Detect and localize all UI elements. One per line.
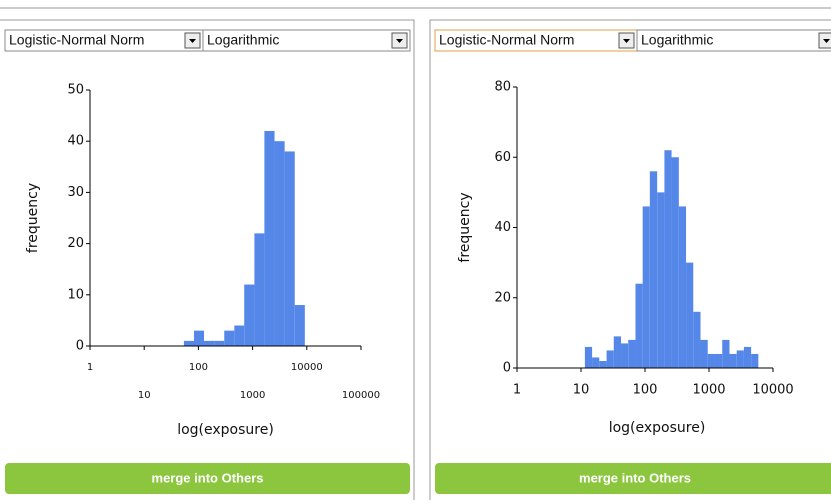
dropdown-value: Logistic-Normal Norm — [439, 32, 574, 48]
histogram-bar — [700, 339, 708, 368]
x-tick-label: 1 — [87, 362, 93, 373]
x-tick-label: 10 — [138, 390, 151, 401]
dropdown-arrow — [396, 39, 403, 43]
dropdown[interactable] — [202, 29, 411, 52]
histogram-bar — [707, 353, 715, 368]
histogram-bar — [194, 330, 205, 346]
histogram-bar — [224, 330, 235, 346]
y-tick-label: 0 — [76, 339, 84, 354]
dropdown-arrow — [623, 39, 630, 43]
merge-button[interactable] — [435, 463, 831, 494]
histogram-bar — [722, 339, 730, 368]
histogram-bar — [244, 284, 255, 346]
y-tick-label: 40 — [67, 134, 84, 149]
histogram-bar — [628, 339, 636, 368]
histogram-bar — [592, 357, 600, 368]
histogram-bar — [606, 350, 614, 368]
y-tick-label: 80 — [494, 80, 511, 95]
histogram-bar — [714, 353, 723, 368]
y-tick-label: 60 — [494, 150, 511, 165]
x-axis-title: log(exposure) — [177, 422, 274, 438]
dropdown-value: Logarithmic — [641, 32, 713, 48]
dropdown-value: Logarithmic — [207, 32, 279, 48]
histogram-bar — [678, 206, 687, 368]
merge-button-label: merge into Others — [152, 470, 264, 485]
histogram-bar — [274, 141, 285, 346]
histogram-bar — [584, 346, 593, 368]
x-tick-label: 100000 — [342, 390, 380, 401]
x-tick-label: 1000 — [240, 390, 265, 401]
y-tick-label: 10 — [67, 287, 84, 302]
histogram-bar — [214, 340, 225, 346]
y-tick-label: 20 — [67, 236, 84, 251]
x-tick-label: 10000 — [752, 383, 793, 398]
merge-button[interactable] — [5, 463, 410, 494]
y-axis-title: frequency — [25, 183, 41, 253]
histogram-bar — [284, 151, 295, 346]
dropdown-arrow — [823, 39, 830, 43]
histogram-bar — [294, 305, 305, 346]
histogram-bar — [736, 350, 744, 368]
histogram-bar — [743, 346, 752, 368]
x-tick-label: 10000 — [291, 362, 323, 373]
histogram-bar — [264, 130, 275, 346]
histogram-bar — [621, 343, 629, 368]
y-tick-label: 40 — [494, 220, 511, 235]
histogram-bar — [613, 336, 622, 368]
merge-button-label: merge into Others — [579, 470, 691, 485]
histogram-bar — [204, 340, 215, 346]
histogram-bar — [671, 157, 679, 368]
y-tick-label: 30 — [67, 185, 84, 200]
panel — [0, 19, 415, 504]
y-axis-title: frequency — [457, 192, 473, 262]
histogram-bar — [657, 192, 665, 368]
histogram-bar — [693, 311, 701, 368]
y-tick-label: 0 — [503, 361, 511, 376]
y-tick-label: 50 — [67, 83, 84, 98]
histogram-bar — [642, 206, 650, 368]
dropdown-value: Logistic-Normal Norm — [9, 32, 144, 48]
histogram-bar — [635, 283, 643, 368]
x-tick-label: 1000 — [692, 383, 725, 398]
histogram-bar — [664, 150, 672, 368]
histogram-bar — [183, 340, 195, 346]
x-axis-title: log(exposure) — [609, 420, 706, 436]
histogram-bar — [729, 353, 737, 368]
x-tick-label: 100 — [189, 362, 208, 373]
histogram-bar — [254, 233, 265, 346]
histogram-bar — [649, 171, 658, 368]
x-tick-label: 10 — [573, 383, 590, 398]
dropdown[interactable] — [636, 29, 831, 52]
x-tick-label: 100 — [633, 383, 658, 398]
histogram-bar — [751, 353, 759, 368]
y-tick-label: 20 — [494, 290, 511, 305]
x-tick-label: 1 — [513, 383, 521, 398]
histogram-bar — [599, 360, 607, 368]
panel — [429, 19, 831, 504]
histogram-bar — [686, 262, 694, 368]
histogram-bar — [234, 325, 245, 346]
dropdown-arrow — [189, 39, 196, 43]
